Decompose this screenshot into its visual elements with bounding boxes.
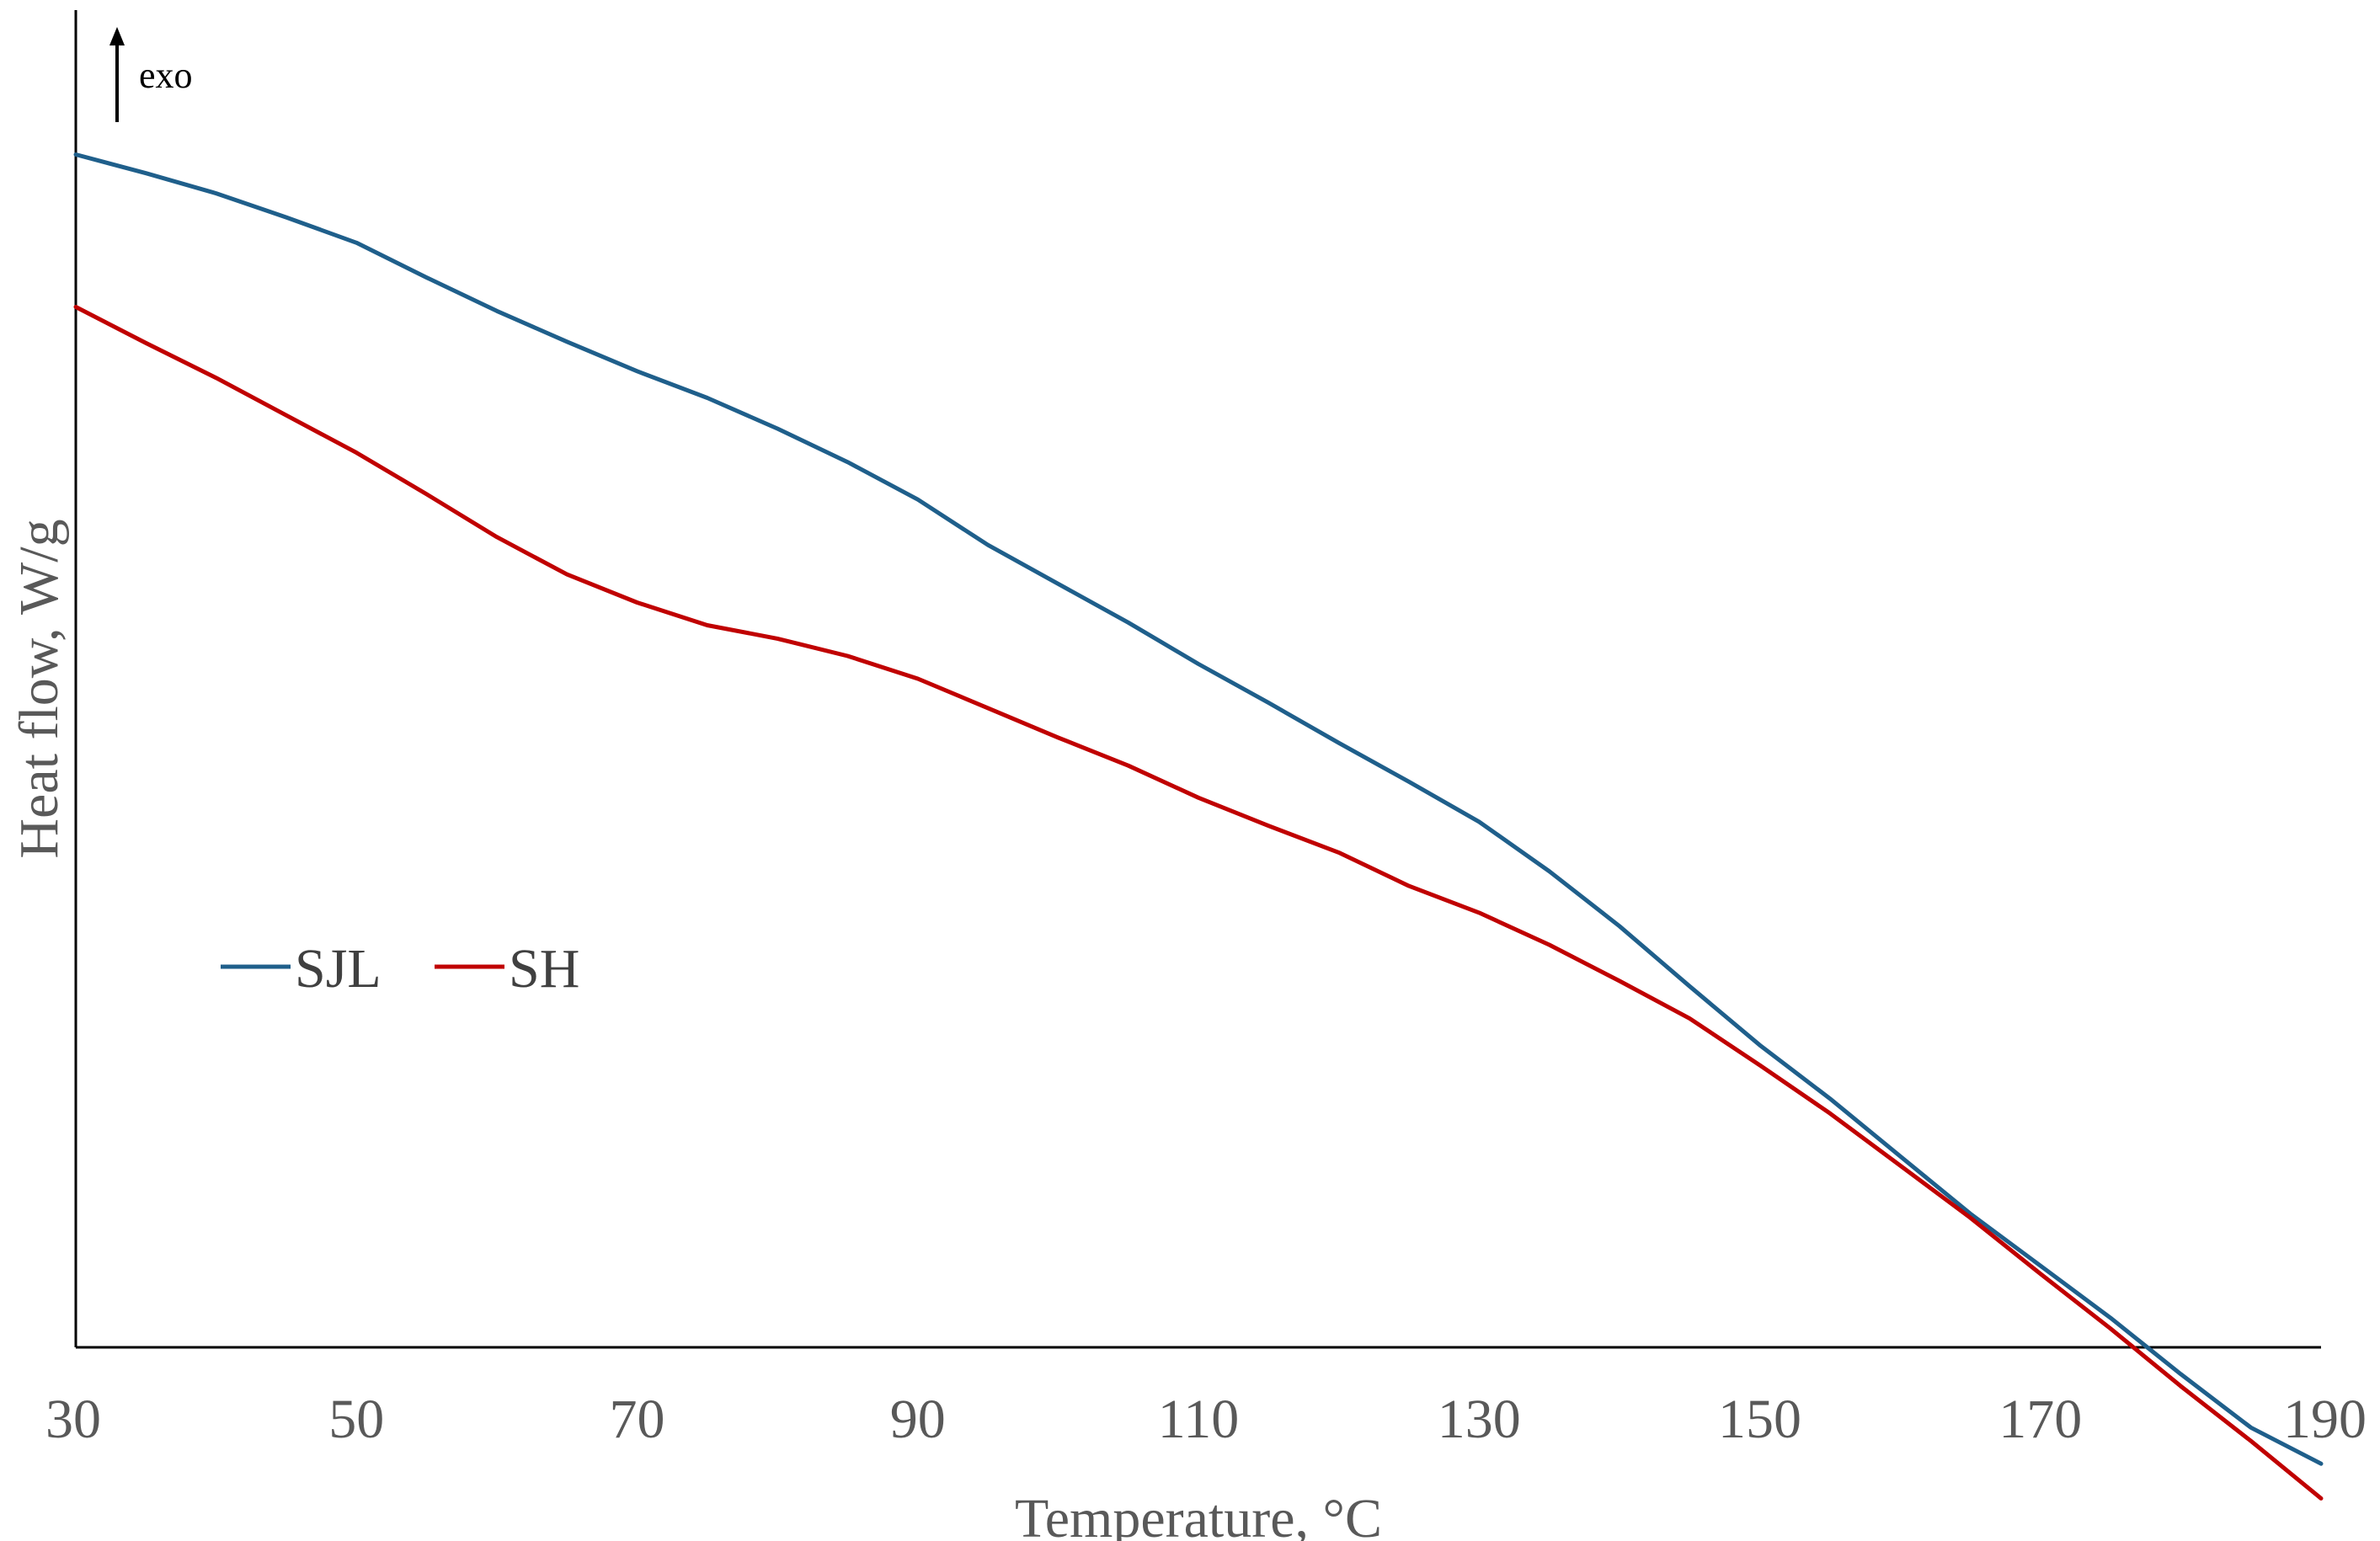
exo-arrowhead-icon: [109, 27, 125, 45]
x-tick-label: 150: [1718, 1389, 1801, 1450]
x-tick-label: 50: [328, 1389, 384, 1450]
series-line-sh: [73, 305, 2324, 1501]
exo-label: exo: [139, 55, 193, 96]
x-tick-label: 130: [1438, 1389, 1521, 1450]
x-tick-label: 30: [45, 1389, 101, 1450]
x-tick-label: 190: [2283, 1389, 2367, 1450]
x-axis-title: Temperature, °C: [1015, 1488, 1382, 1541]
x-ticks: 30 50 70 90 110 130 150 170 190: [45, 1389, 2367, 1450]
y-axis-title: Heat flow, W/g: [8, 519, 70, 858]
legend: SJL SH: [221, 938, 579, 1000]
legend-label-sh: SH: [509, 938, 579, 1000]
legend-label-sjl: SJL: [295, 938, 382, 1000]
exo-annotation: exo: [109, 27, 193, 122]
x-tick-label: 70: [610, 1389, 665, 1450]
x-tick-label: 90: [890, 1389, 946, 1450]
x-tick-label: 110: [1158, 1389, 1240, 1450]
series-layer: [73, 152, 2324, 1501]
x-tick-label: 170: [1998, 1389, 2082, 1450]
series-line-sjl: [73, 152, 2324, 1466]
